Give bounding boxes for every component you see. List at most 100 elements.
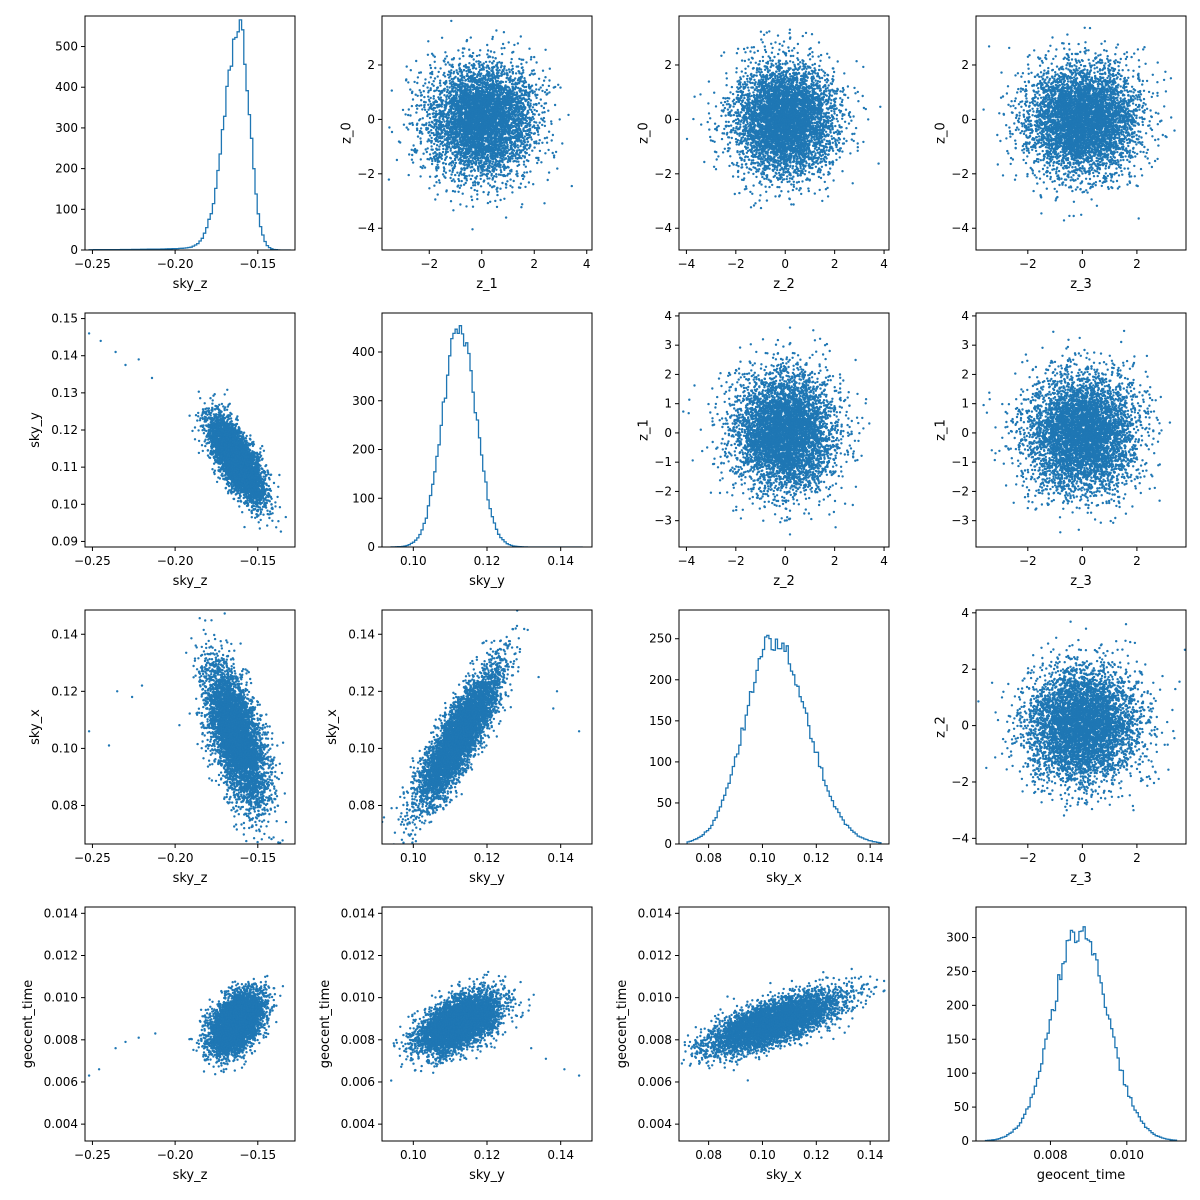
scatter-point	[459, 144, 461, 146]
scatter-point	[492, 150, 494, 152]
scatter-point	[484, 103, 486, 105]
scatter-point	[431, 160, 433, 162]
scatter-point	[480, 139, 482, 141]
scatter-point	[452, 136, 454, 138]
scatter-point	[465, 147, 467, 149]
scatter-point	[413, 81, 415, 83]
scatter-point	[402, 109, 404, 111]
y-tick-label: 0	[70, 243, 78, 257]
scatter-point	[412, 161, 414, 163]
scatter-point	[470, 187, 472, 189]
scatter-point	[463, 184, 465, 186]
scatter-point	[510, 75, 512, 77]
scatter-point	[468, 71, 470, 73]
scatter-point	[504, 84, 506, 86]
scatter-point	[495, 140, 497, 142]
scatter-point	[482, 109, 484, 111]
scatter-point	[514, 88, 516, 90]
scatter-point	[559, 118, 561, 120]
scatter-point	[493, 169, 495, 171]
scatter-point	[528, 84, 530, 86]
scatter-point	[451, 85, 453, 87]
scatter-point	[509, 89, 511, 91]
scatter-point	[422, 85, 424, 87]
scatter-point	[508, 139, 510, 141]
scatter-point	[535, 88, 537, 90]
scatter-point	[463, 69, 465, 71]
scatter-point	[444, 159, 446, 161]
scatter-point	[530, 132, 532, 134]
scatter-point	[546, 92, 548, 94]
y-tick-label: 200	[55, 162, 78, 176]
scatter-point	[531, 70, 533, 72]
scatter-point	[505, 81, 507, 83]
scatter-point	[488, 117, 490, 119]
scatter-point	[533, 146, 535, 148]
scatter-point	[457, 141, 459, 143]
scatter-point	[495, 99, 497, 101]
scatter-point	[468, 98, 470, 100]
scatter-point	[508, 86, 510, 88]
scatter-point	[418, 119, 420, 121]
scatter-point	[480, 169, 482, 171]
scatter-point	[459, 138, 461, 140]
scatter-point	[511, 186, 513, 188]
scatter-point	[432, 101, 434, 103]
scatter-point	[521, 142, 523, 144]
scatter-point	[496, 206, 498, 208]
scatter-point	[474, 182, 476, 184]
scatter-point	[406, 65, 408, 67]
scatter-point	[448, 144, 450, 146]
scatter-point	[430, 145, 432, 147]
scatter-point	[469, 80, 471, 82]
scatter-point	[546, 89, 548, 91]
scatter-point	[555, 151, 557, 153]
scatter-point	[445, 172, 447, 174]
scatter-point	[410, 69, 412, 71]
scatter-point	[445, 98, 447, 100]
scatter-point	[489, 201, 491, 203]
scatter-point	[520, 206, 522, 208]
scatter-point	[494, 181, 496, 183]
scatter-point	[523, 171, 525, 173]
scatter-point	[520, 63, 522, 65]
scatter-point	[499, 157, 501, 159]
scatter-point	[411, 154, 413, 156]
scatter-point	[485, 174, 487, 176]
scatter-point	[469, 155, 471, 157]
scatter-point	[542, 84, 544, 86]
scatter-point	[433, 107, 435, 109]
scatter-point	[508, 99, 510, 101]
scatter-point	[476, 134, 478, 136]
scatter-point	[447, 74, 449, 76]
scatter-point	[525, 152, 527, 154]
scatter-point	[492, 155, 494, 157]
scatter-point	[468, 108, 470, 110]
scatter-point	[548, 91, 550, 93]
scatter-point	[454, 174, 456, 176]
scatter-point	[422, 153, 424, 155]
y-tick-label: 400	[55, 80, 78, 94]
scatter-point	[451, 164, 453, 166]
scatter-point	[438, 155, 440, 157]
scatter-point	[462, 139, 464, 141]
scatter-point	[540, 98, 542, 100]
scatter-point	[494, 145, 496, 147]
scatter-point	[473, 63, 475, 65]
scatter-point	[517, 42, 519, 44]
scatter-point	[453, 95, 455, 97]
scatter-point	[514, 146, 516, 148]
scatter-point	[437, 166, 439, 168]
scatter-point	[490, 121, 492, 123]
scatter-point	[525, 81, 527, 83]
scatter-point	[464, 106, 466, 108]
scatter-point	[456, 106, 458, 108]
scatter-point	[530, 56, 532, 58]
scatter-point	[464, 167, 466, 169]
scatter-point	[439, 93, 441, 95]
scatter-point	[528, 48, 530, 50]
scatter-point	[438, 145, 440, 147]
scatter-point	[388, 126, 390, 128]
scatter-point	[495, 109, 497, 111]
